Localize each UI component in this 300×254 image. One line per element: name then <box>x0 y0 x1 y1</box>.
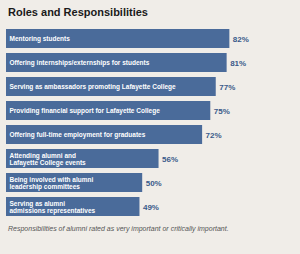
svg-text:Being involved with alumnilead: Being involved with alumnileadership com… <box>10 176 94 191</box>
svg-text:82%: 82% <box>233 35 249 44</box>
svg-text:72%: 72% <box>206 131 222 140</box>
svg-text:Attending alumni andLafayette: Attending alumni andLafayette College ev… <box>10 152 87 167</box>
svg-text:49%: 49% <box>143 203 159 212</box>
svg-text:81%: 81% <box>230 59 246 68</box>
svg-text:56%: 56% <box>162 155 178 164</box>
svg-text:Serving as alumniadmissions re: Serving as alumniadmissions representati… <box>10 200 96 215</box>
svg-text:75%: 75% <box>214 107 230 116</box>
html-text:Responsibilities of alumni rat: Responsibilities of alumni rated as very… <box>8 225 229 232</box>
svg-text:77%: 77% <box>219 83 235 92</box>
svg-text:Serving as ambassadors promoti: Serving as ambassadors promoting Lafayet… <box>10 83 177 91</box>
svg-text:Offering internships/externshi: Offering internships/externships for stu… <box>10 59 150 67</box>
svg-text:Offering full-time employment: Offering full-time employment for gradua… <box>10 131 146 139</box>
svg-text:Providing financial support fo: Providing financial support for Lafayett… <box>10 107 161 115</box>
svg-text:50%: 50% <box>146 179 162 188</box>
html-text:Roles and Responsibilities: Roles and Responsibilities <box>8 6 148 18</box>
svg-text:Mentoring students: Mentoring students <box>10 35 71 43</box>
